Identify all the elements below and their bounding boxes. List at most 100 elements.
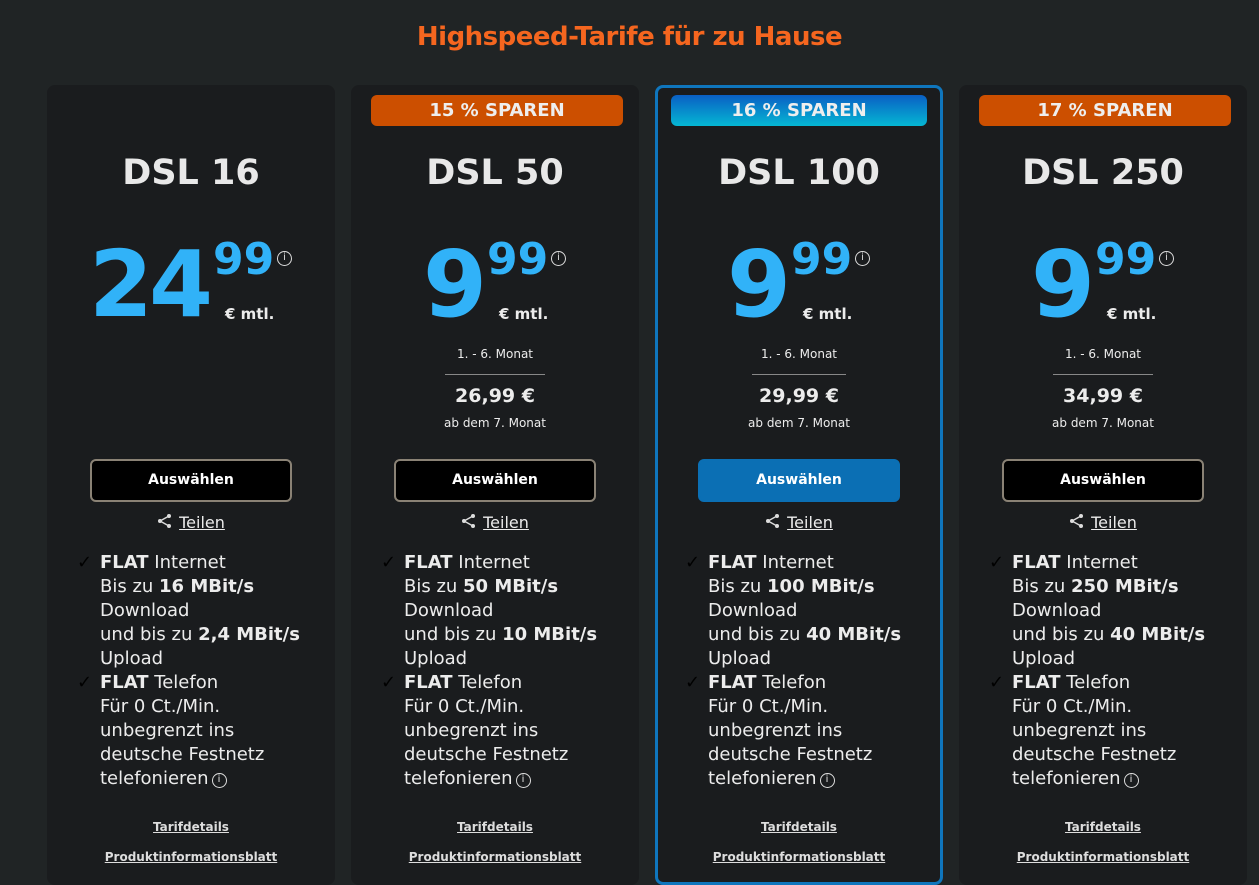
check-icon: ✓ [381,552,397,573]
feature-text: unbegrenzt ins [100,720,235,741]
select-button[interactable]: Auswählen [394,459,596,502]
feature-text: Telefon [756,672,827,693]
feature-text: und bis zu [404,624,503,645]
select-button[interactable]: Auswählen [90,459,292,502]
regular-price: 29,99 € [759,385,839,407]
share-link[interactable]: Teilen [959,513,1247,532]
tariff-card: 15 % SPAREN DSL 50 9 99 i € mtl. 1. - 6. M… [351,85,639,885]
feature-text: deutsche Festnetz [1012,744,1177,765]
tariff-details-link[interactable]: Tarifdetails [457,820,533,834]
feature-item: ✓ FLAT Telefon Für 0 Ct./Min. unbegrenzt in… [77,671,331,791]
product-info-sheet-link[interactable]: Produktinformationsblatt [104,850,278,864]
tariff-card: DSL 16 24 99 i € mtl. Auswählen Teilen ✓ F… [47,85,335,885]
feature-list: ✓ FLAT Internet Bis zu 16 MBit/s Download un… [77,551,331,791]
feature-text: Download [100,600,190,621]
feature-highlight: 250 MBit/s [1071,576,1179,597]
tariff-details-link[interactable]: Tarifdetails [761,820,837,834]
feature-text: und bis zu [1012,624,1111,645]
price-unit: € mtl. [499,305,549,323]
regular-price: 26,99 € [455,385,535,407]
feature-list: ✓ FLAT Internet Bis zu 50 MBit/s Download un… [381,551,635,791]
feature-text: unbegrenzt ins [708,720,843,741]
tariff-name: DSL 100 [718,153,880,193]
promo-period: 1. - 6. Monat [456,347,534,361]
product-info-sheet-link[interactable]: Produktinformationsblatt [408,850,582,864]
info-icon[interactable]: i [277,251,293,266]
feature-text: Download [404,600,494,621]
feature-highlight: 50 MBit/s [463,576,559,597]
feature-text: Download [708,600,798,621]
info-icon[interactable]: i [211,773,227,788]
divider [445,374,545,375]
feature-text: Upload [404,648,468,669]
promo-period: 1. - 6. Monat [760,347,838,361]
price-unit: € mtl. [803,305,853,323]
price-main: 9 [1030,231,1095,338]
feature-highlight: 10 MBit/s [502,624,598,645]
info-icon[interactable]: i [819,773,835,788]
check-icon: ✓ [381,672,397,693]
feature-item: ✓ FLAT Internet Bis zu 250 MBit/s Download u… [989,551,1243,671]
feature-text: Telefon [148,672,219,693]
feature-highlight: 40 MBit/s [1110,624,1206,645]
feature-item: ✓ FLAT Telefon Für 0 Ct./Min. unbegrenzt in… [381,671,635,791]
feature-text: Upload [1012,648,1076,669]
share-link[interactable]: Teilen [658,513,940,532]
tariff-details-link[interactable]: Tarifdetails [1065,820,1141,834]
feature-highlight: FLAT [100,552,149,573]
price-unit: € mtl. [225,305,275,323]
feature-item: ✓ FLAT Internet Bis zu 50 MBit/s Download un… [381,551,635,671]
regular-price-label: ab dem 7. Monat [748,416,850,430]
info-icon[interactable]: i [855,251,871,266]
select-button[interactable]: Auswählen [1002,459,1204,502]
tariff-card: 17 % SPAREN DSL 250 9 99 i € mtl. 1. - 6. … [959,85,1247,885]
info-icon[interactable]: i [551,251,567,266]
check-icon: ✓ [685,672,701,693]
feature-text: Internet [756,552,834,573]
price-cents: 99 [1095,234,1157,285]
info-icon[interactable]: i [515,773,531,788]
feature-highlight: 2,4 MBit/s [198,624,300,645]
tariff-details-link[interactable]: Tarifdetails [153,820,229,834]
info-icon[interactable]: i [1123,773,1139,788]
feature-text: Internet [148,552,226,573]
info-icon[interactable]: i [1159,251,1175,266]
feature-item: ✓ FLAT Internet Bis zu 16 MBit/s Download un… [77,551,331,671]
price-main: 9 [726,231,791,338]
regular-price: 34,99 € [1063,385,1143,407]
feature-list: ✓ FLAT Internet Bis zu 100 MBit/s Download u… [685,551,936,791]
select-button[interactable]: Auswählen [698,459,900,502]
feature-highlight: FLAT [404,672,453,693]
feature-text: Internet [452,552,530,573]
price: 24 99 i € mtl. [47,235,335,335]
share-icon [766,514,780,528]
feature-text: und bis zu [100,624,199,645]
check-icon: ✓ [989,672,1005,693]
check-icon: ✓ [77,672,93,693]
product-info-sheet-link[interactable]: Produktinformationsblatt [712,850,886,864]
price-main: 24 [88,231,213,338]
tariff-name: DSL 50 [426,153,564,193]
feature-text: Für 0 Ct./Min. [404,696,525,717]
feature-highlight: 100 MBit/s [767,576,875,597]
savings-badge: 17 % SPAREN [979,95,1231,126]
price: 9 99 i € mtl. [658,235,940,335]
feature-highlight: FLAT [100,672,149,693]
regular-price-label: ab dem 7. Monat [444,416,546,430]
share-link[interactable]: Teilen [351,513,639,532]
feature-item: ✓ FLAT Internet Bis zu 100 MBit/s Download u… [685,551,936,671]
feature-text: telefonieren [100,768,209,789]
feature-text: Download [1012,600,1102,621]
share-link[interactable]: Teilen [47,513,335,532]
tariff-name: DSL 250 [1022,153,1184,193]
feature-item: ✓ FLAT Telefon Für 0 Ct./Min. unbegrenzt in… [685,671,936,791]
savings-badge: 15 % SPAREN [371,95,623,126]
feature-text: telefonieren [404,768,513,789]
feature-text: Bis zu [100,576,160,597]
feature-text: deutsche Festnetz [708,744,873,765]
product-info-sheet-link[interactable]: Produktinformationsblatt [1016,850,1190,864]
feature-text: unbegrenzt ins [404,720,539,741]
feature-text: telefonieren [1012,768,1121,789]
feature-text: telefonieren [708,768,817,789]
share-icon [158,514,172,528]
